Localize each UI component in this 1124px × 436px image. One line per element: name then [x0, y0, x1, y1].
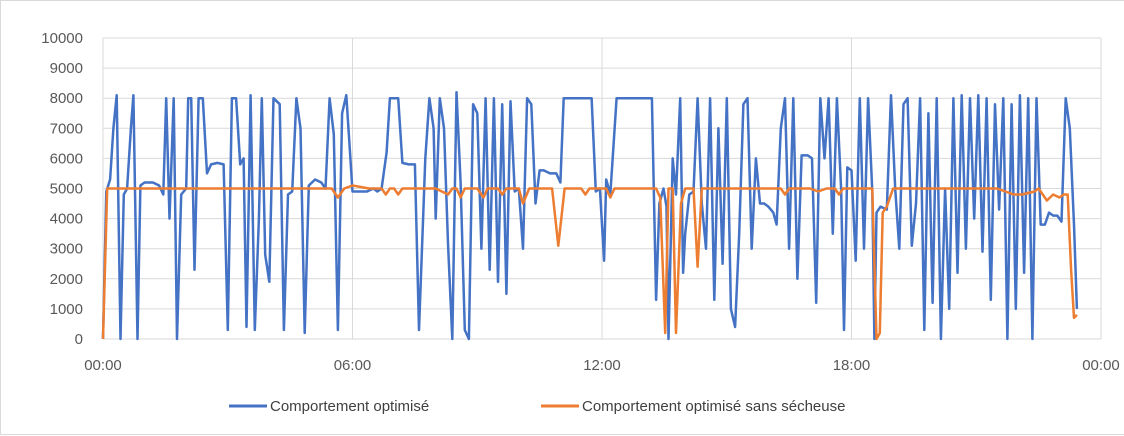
y-axis-tick-labels: 0 1000 2000 3000 4000 5000 6000 7000 8000 9000 100… [41, 30, 83, 348]
y-tick-label: 4000 [50, 211, 83, 228]
x-tick-label: 00:00 [84, 357, 122, 374]
y-tick-label: 9000 [50, 60, 83, 77]
y-tick-label: 10000 [41, 30, 83, 47]
series-line-1 [101, 184, 1078, 341]
y-tick-label: 1000 [50, 301, 83, 318]
legend-label-comportement-optimise-sans-secheuse: Comportement optimisé sans sécheuse [582, 398, 845, 415]
y-tick-label: 6000 [50, 150, 83, 167]
legend: Comportement optimisé Comportement optim… [229, 398, 845, 415]
y-tick-label: 2000 [50, 271, 83, 288]
x-tick-label: 00:00 [1082, 357, 1120, 374]
legend-label-comportement-optimise: Comportement optimisé [270, 398, 429, 415]
y-tick-label: 7000 [50, 120, 83, 137]
x-tick-label: 18:00 [833, 357, 871, 374]
x-axis-tick-labels: 00:00 06:00 12:00 18:00 00:00 [84, 357, 1120, 374]
y-tick-label: 0 [75, 331, 83, 348]
y-tick-label: 3000 [50, 241, 83, 258]
y-tick-label: 8000 [50, 90, 83, 107]
y-tick-label: 5000 [50, 181, 83, 198]
series-lines [101, 90, 1079, 341]
series-line-0 [101, 90, 1079, 341]
x-tick-label: 06:00 [334, 357, 372, 374]
x-tick-label: 12:00 [583, 357, 621, 374]
